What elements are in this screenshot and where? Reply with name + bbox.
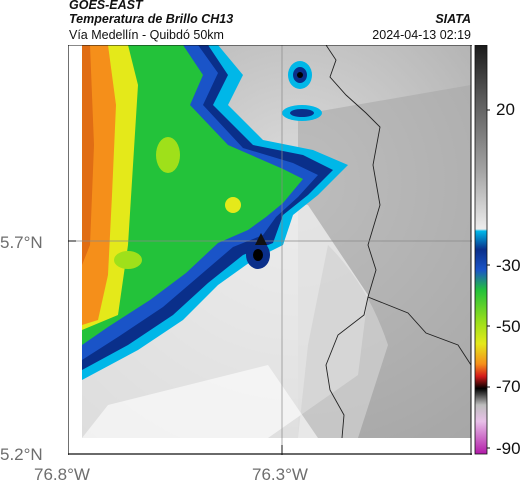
lon-label-2: 76.3°W <box>252 465 308 484</box>
satellite-title: GOES-EAST <box>69 0 143 12</box>
colorbar-tick-minus70: -70 <box>496 377 521 396</box>
satellite-map <box>68 45 472 455</box>
region-subtitle: Vía Medellín - Quibdó 50km <box>69 28 224 42</box>
colorbar-tick-minus30: -30 <box>496 256 521 275</box>
boundary-line-south <box>325 296 369 439</box>
lat-label-2: 5.2°N <box>0 445 43 464</box>
imagery-layer <box>82 45 471 438</box>
product-title: Temperatura de Brillo CH13 <box>69 12 234 26</box>
timestamp-label: 2024-04-13 02:19 <box>372 28 471 42</box>
colorbar-tick-minus50: -50 <box>496 317 521 336</box>
colorbar-tick-minus90: -90 <box>496 439 521 458</box>
lat-label-1: 5.7°N <box>0 233 43 252</box>
organization-label: SIATA <box>435 12 471 26</box>
lon-label-1: 76.8°W <box>34 465 90 484</box>
location-marker <box>255 233 267 245</box>
colorbar-tick-20: 20 <box>496 100 515 119</box>
boundary-line <box>325 45 472 366</box>
colorbar <box>474 45 490 455</box>
